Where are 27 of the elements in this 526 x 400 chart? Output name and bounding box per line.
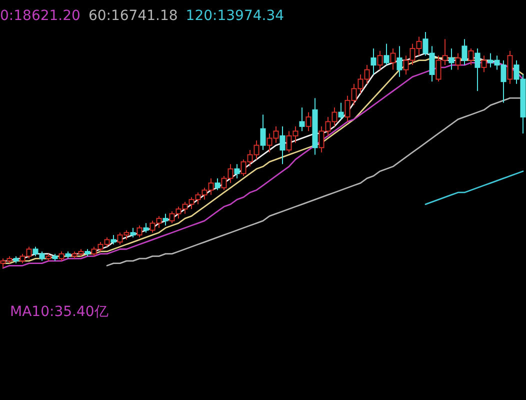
candlestick (214, 178, 220, 191)
candlestick (110, 234, 116, 245)
candlestick (136, 225, 142, 238)
candlestick (384, 43, 390, 66)
legend: 0:18621.20 60:16741.18 120:13974.34 (0, 8, 284, 24)
candlestick (143, 222, 149, 234)
candlestick (338, 102, 344, 120)
text: MA10:35.40亿 (10, 304, 108, 320)
candlestick (396, 46, 402, 78)
candlestick (299, 107, 305, 132)
candlestick (448, 48, 454, 70)
candlestick (58, 250, 64, 262)
candlestick (390, 48, 396, 70)
candlestick (260, 114, 266, 150)
candlestick (377, 50, 383, 70)
candlestick (474, 48, 480, 92)
candlestick (306, 112, 312, 132)
candlestick (455, 52, 461, 70)
candlestick (130, 227, 136, 238)
candlestick (162, 213, 168, 226)
candlestick (234, 164, 240, 179)
candlestick (462, 38, 468, 66)
candlestick (468, 48, 474, 66)
candlestick (280, 126, 286, 165)
candlestick (481, 55, 487, 73)
candlestick (507, 50, 513, 84)
candlestick (370, 48, 376, 75)
